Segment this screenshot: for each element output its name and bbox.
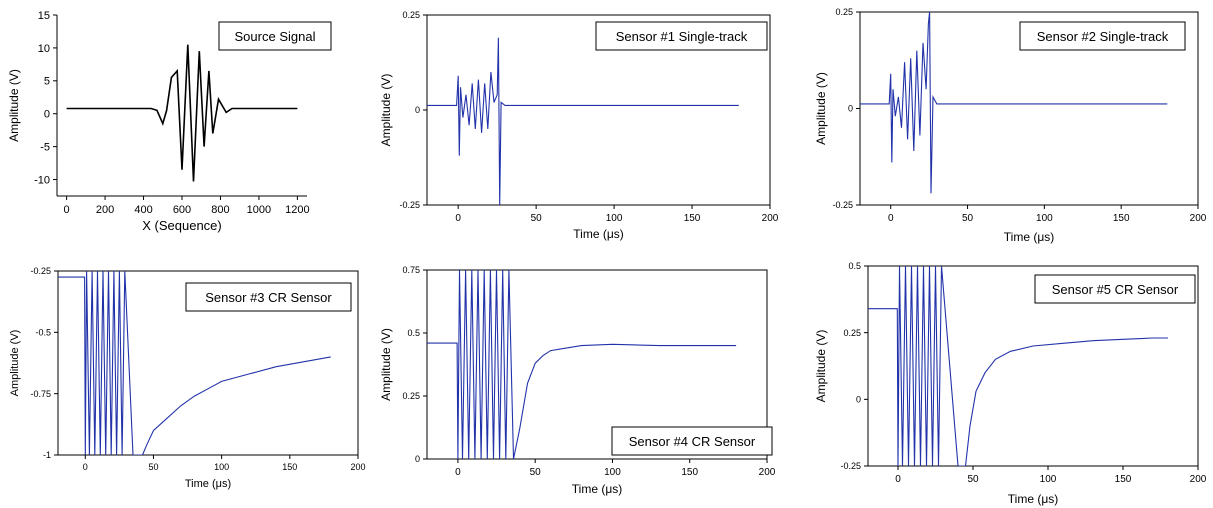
y-tick-label: -5: [40, 141, 50, 153]
series-line: [427, 270, 737, 459]
x-axis-label: Time (μs): [573, 227, 623, 241]
y-axis-label: Amplitude (V): [7, 69, 21, 142]
series-line: [860, 12, 1168, 194]
y-axis-label: Amplitude (V): [379, 328, 393, 401]
plot-frame: [426, 269, 768, 460]
x-axis-label: Time (μs): [572, 482, 622, 496]
legend-box: [185, 282, 352, 312]
x-tick-label: 0: [64, 204, 70, 216]
x-tick-label: 100: [214, 462, 229, 472]
legend-label: Sensor #4 CR Sensor: [629, 434, 756, 449]
chart-panel-6: 0 50 100 150 200 -0.25 0 0.25 0.5 Time (μs) Amplit…: [814, 261, 1207, 506]
x-tick-label: 200: [1190, 474, 1207, 485]
y-tick-label: 0.25: [402, 391, 420, 401]
chart-panel-5: 0 50 100 150 200 0 0.25 0.5 0.75 Time (μs) Amplitu…: [379, 265, 776, 496]
legend-label: Source Signal: [235, 29, 316, 44]
y-tick-label: 0.25: [843, 328, 861, 338]
x-tick-label: 150: [681, 467, 698, 478]
x-axis-label: Time (μs): [1004, 230, 1054, 244]
chart-panel-1: 0 200 400 600 800 1000 1200 -10 -5 0 5 10 15 X (Seque…: [7, 10, 332, 233]
y-tick-label: 0.5: [407, 328, 420, 338]
x-tick-label: 100: [606, 213, 623, 224]
y-tick-label: 0: [415, 105, 420, 115]
x-axis-label: Time (μs): [1008, 492, 1058, 506]
plot-frame: [57, 270, 359, 456]
y-tick-label: 15: [38, 10, 50, 22]
y-tick-label: -0.75: [30, 389, 51, 399]
x-tick-label: 0: [455, 467, 461, 478]
x-tick-label: 150: [684, 213, 701, 224]
x-tick-label: 200: [1190, 213, 1207, 224]
y-axis-label: Amplitude (V): [379, 74, 393, 147]
x-tick-label: 200: [762, 213, 779, 224]
series-line: [868, 266, 1168, 466]
legend-label: Sensor #2 Single-track: [1037, 29, 1169, 44]
x-tick-label: 0: [83, 462, 88, 472]
chart-panel-4: 0 50 100 150 200 -1 -0.75 -0.5 -0.25 Time (μs) Amp…: [9, 266, 366, 490]
x-tick-label: 0: [895, 474, 901, 485]
legend-label: Sensor #3 CR Sensor: [205, 290, 332, 305]
legend-box: [218, 21, 332, 51]
y-tick-label: 0: [856, 394, 861, 404]
legend-box: [595, 21, 768, 51]
x-tick-label: 150: [1115, 474, 1132, 485]
y-tick-label: -10: [34, 174, 50, 186]
legend-label: Sensor #5 CR Sensor: [1052, 282, 1179, 297]
y-axis-label: Amplitude (V): [814, 72, 828, 145]
y-axis-label: Amplitude (V): [9, 330, 21, 397]
y-tick-label: 5: [44, 76, 50, 88]
y-tick-label: 0: [44, 109, 50, 121]
x-tick-label: 150: [282, 462, 297, 472]
x-tick-label: 100: [604, 467, 621, 478]
y-tick-label: -0.25: [399, 200, 420, 210]
series-line: [66, 44, 298, 182]
y-tick-label: 0.25: [835, 7, 853, 17]
x-axis-label: X (Sequence): [142, 218, 222, 233]
x-tick-label: 50: [148, 462, 158, 472]
y-tick-label: -0.25: [840, 461, 861, 471]
legend-box: [1019, 21, 1186, 51]
y-tick-label: -0.25: [832, 200, 853, 210]
legend-label: Sensor #1 Single-track: [616, 29, 748, 44]
plot-frame: [867, 265, 1199, 467]
x-tick-label: 0: [455, 213, 461, 224]
y-tick-label: 10: [38, 43, 50, 55]
chart-panel-3: 0 50 100 150 200 -0.25 0 0.25 Time (μs) Amplitude…: [814, 7, 1207, 244]
x-tick-label: 1000: [247, 204, 271, 216]
y-tick-label: 0: [848, 104, 853, 114]
x-tick-label: 200: [759, 467, 776, 478]
y-tick-label: -0.5: [35, 327, 51, 337]
series-line: [427, 37, 739, 205]
legend-box: [1034, 274, 1196, 304]
x-tick-label: 50: [967, 474, 979, 485]
y-tick-label: 0.25: [402, 10, 420, 20]
x-tick-label: 100: [1040, 474, 1057, 485]
x-tick-label: 200: [96, 204, 114, 216]
series-line: [58, 271, 331, 455]
y-tick-label: 0.5: [848, 261, 861, 271]
x-tick-label: 1200: [285, 204, 309, 216]
x-tick-label: 50: [531, 213, 543, 224]
x-tick-label: 50: [962, 213, 974, 224]
y-tick-label: -1: [43, 450, 51, 460]
y-tick-label: 0: [415, 454, 420, 464]
x-tick-label: 100: [1036, 213, 1053, 224]
x-tick-label: 600: [173, 204, 191, 216]
x-tick-label: 400: [134, 204, 152, 216]
y-axis-label: Amplitude (V): [814, 330, 828, 403]
y-tick-label: 0.75: [402, 265, 420, 275]
chart-panel-2: 0 50 100 150 200 -0.25 0 0.25 Time (μs) Amplitude…: [379, 10, 779, 241]
x-tick-label: 50: [530, 467, 542, 478]
x-tick-label: 0: [888, 213, 894, 224]
x-tick-label: 150: [1113, 213, 1130, 224]
y-tick-label: -0.25: [30, 266, 51, 276]
legend-box: [611, 426, 773, 456]
x-tick-label: 800: [211, 204, 229, 216]
x-axis-label: Time (μs): [185, 478, 231, 490]
x-tick-label: 200: [350, 462, 365, 472]
